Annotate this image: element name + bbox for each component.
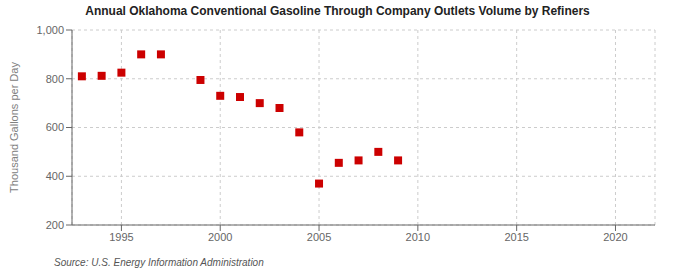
svg-text:1,000: 1,000 — [36, 24, 64, 36]
svg-text:2010: 2010 — [406, 231, 430, 243]
svg-text:2005: 2005 — [307, 231, 331, 243]
svg-text:800: 800 — [46, 73, 64, 85]
svg-text:1995: 1995 — [109, 231, 133, 243]
html-text:Source: U.S. Energy Informatio: Source: U.S. Energy Information Administ… — [54, 257, 264, 268]
svg-text:600: 600 — [46, 121, 64, 133]
svg-text:Thousand Gallons per Day: Thousand Gallons per Day — [8, 62, 20, 193]
svg-text:2020: 2020 — [603, 231, 627, 243]
svg-text:400: 400 — [46, 170, 64, 182]
svg-text:2000: 2000 — [208, 231, 232, 243]
html-text:Annual Oklahoma Conventional G: Annual Oklahoma Conventional Gasoline Th… — [85, 4, 590, 18]
svg-text:2015: 2015 — [504, 231, 528, 243]
svg-text:200: 200 — [46, 219, 64, 231]
